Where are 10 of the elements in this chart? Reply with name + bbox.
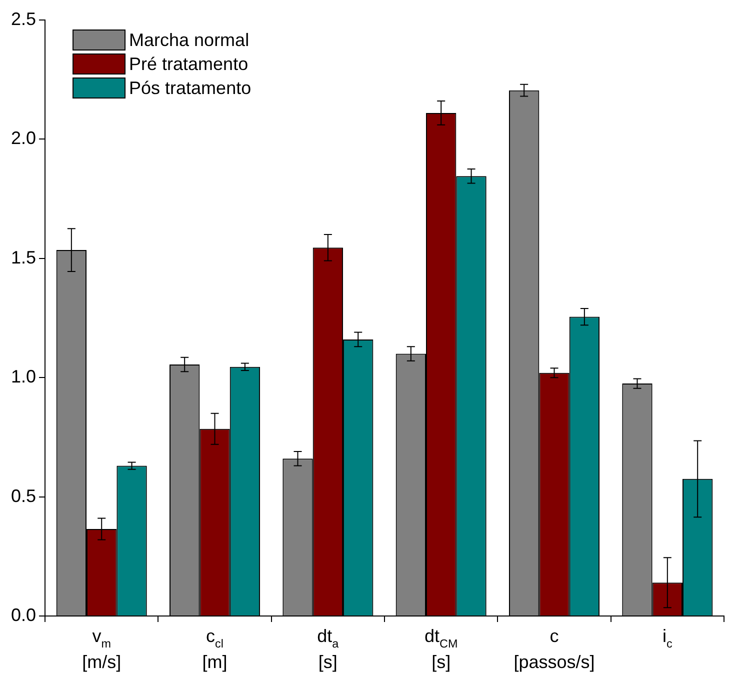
y-tick-label: 0.5: [10, 486, 36, 506]
y-tick-label: 0.0: [10, 604, 36, 625]
y-tick-label: 2.5: [10, 8, 36, 29]
y-tick-label: 1.0: [10, 366, 36, 387]
x-tick-label: c [passos/s]: [514, 626, 595, 672]
y-tick-label: 2.0: [10, 128, 36, 148]
legend-label: Marcha normal: [129, 30, 250, 50]
legend-label: Pós tratamento: [129, 78, 252, 98]
legend-label: Pré tratamento: [129, 54, 248, 74]
y-tick-label: 1.5: [10, 247, 36, 268]
